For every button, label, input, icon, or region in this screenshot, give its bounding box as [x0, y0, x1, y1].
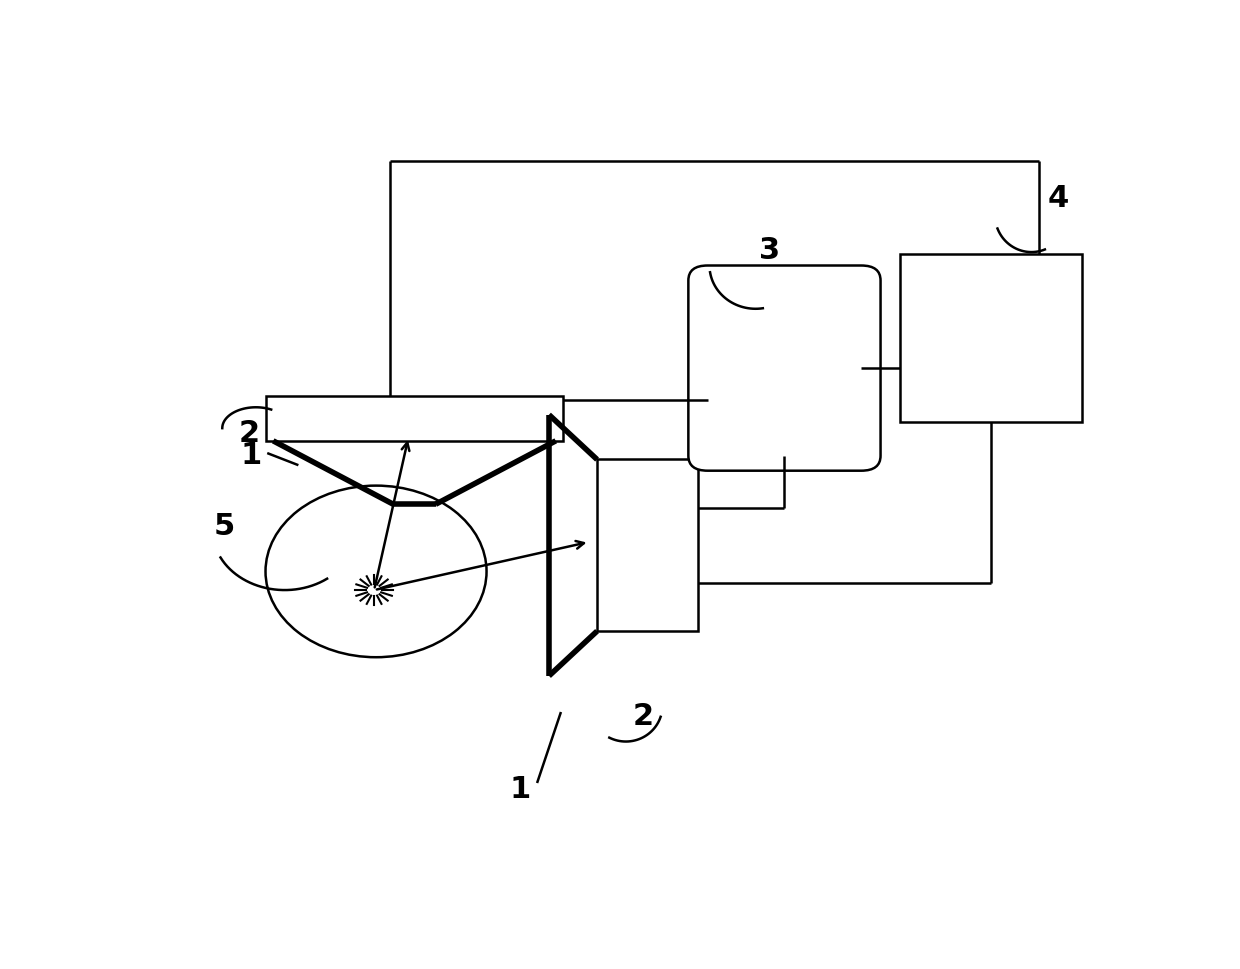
Text: 1: 1: [510, 775, 531, 804]
Bar: [265, 396, 563, 441]
Bar: [900, 254, 1083, 422]
Text: 1: 1: [241, 441, 262, 470]
Text: 3: 3: [759, 236, 781, 266]
Text: 2: 2: [632, 703, 653, 732]
Bar: [596, 459, 698, 631]
Text: 2: 2: [238, 419, 259, 448]
FancyBboxPatch shape: [688, 266, 880, 471]
Text: 4: 4: [1048, 184, 1069, 213]
Text: 5: 5: [213, 513, 234, 541]
